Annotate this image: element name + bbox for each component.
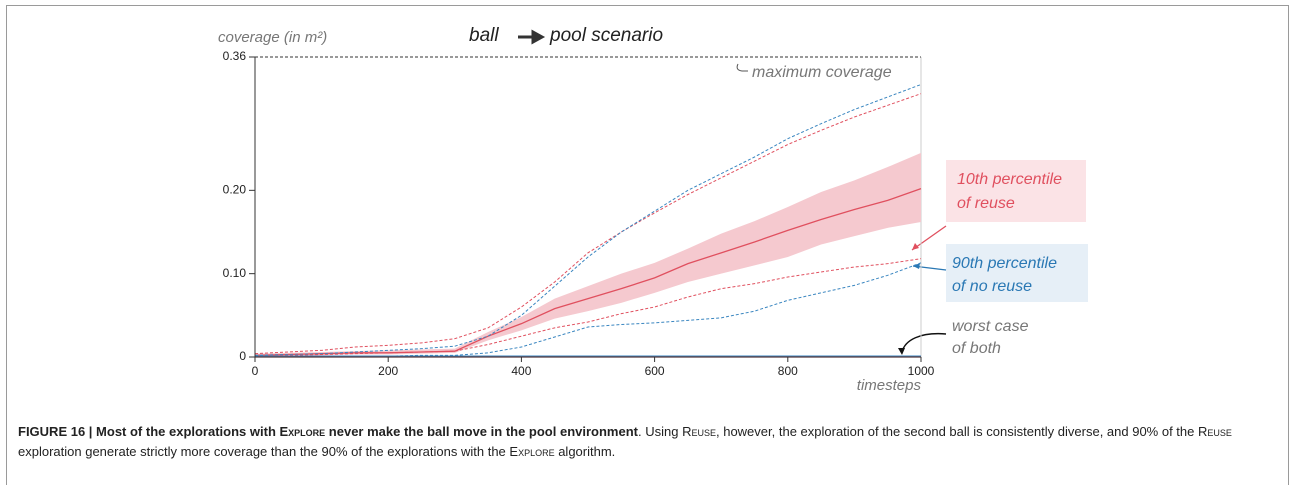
max-arrow <box>736 63 748 72</box>
y-axis-label: coverage (in m²) <box>218 29 327 46</box>
annotation-worst: of both <box>952 340 1001 357</box>
annotation-noreuse: of no reuse <box>952 278 1032 295</box>
caption-text: exploration generate strictly more cover… <box>18 444 510 459</box>
y-tick-label: 0.20 <box>223 183 247 197</box>
annotation-worst: worst case <box>952 318 1029 335</box>
worst-arrowhead <box>898 348 905 355</box>
figure-frame <box>6 5 1289 485</box>
worst-arrow <box>901 332 947 353</box>
annotation-reuse: of reuse <box>957 195 1015 212</box>
x-tick-label: 600 <box>645 364 665 378</box>
reuse-arrowhead <box>912 243 919 250</box>
x-tick-label: 400 <box>511 364 531 378</box>
chart: ball pool scenario coverage (in m²) time… <box>218 25 1088 394</box>
annotation-reuse: 10th percentile <box>957 171 1062 188</box>
series-line <box>254 84 922 356</box>
reuse-box <box>946 160 1086 222</box>
band <box>255 152 921 357</box>
title-right: pool scenario <box>549 25 663 46</box>
caption: FIGURE 16 | Most of the explorations wit… <box>18 422 1280 462</box>
caption-text: . Using <box>638 424 683 439</box>
caption-text: , however, the exploration of the second… <box>715 424 1198 439</box>
title-left: ball <box>469 25 499 46</box>
noreuse-box <box>946 244 1088 302</box>
y-tick-label: 0 <box>239 349 246 363</box>
x-tick-label: 800 <box>778 364 798 378</box>
caption-text: Reuse <box>1198 424 1232 439</box>
series-line <box>254 93 922 355</box>
annotation-max: maximum coverage <box>752 64 892 81</box>
reuse-arrow <box>911 225 947 251</box>
caption-text: never make the ball move in the pool env… <box>325 424 638 439</box>
series-line <box>254 188 922 356</box>
y-tick-label: 0.36 <box>223 49 247 63</box>
y-tick-label: 0.10 <box>223 266 247 280</box>
caption-text: Reuse <box>682 424 716 439</box>
x-tick-label: 0 <box>252 364 259 378</box>
noreuse-arrowhead <box>913 263 920 269</box>
x-tick-label: 200 <box>378 364 398 378</box>
title-arrow <box>518 29 546 45</box>
caption-text: FIGURE 16 | Most of the explorations wit… <box>18 424 280 439</box>
series-line <box>254 258 922 357</box>
caption-text: Explore <box>509 444 555 459</box>
caption-text: Explore <box>279 424 326 439</box>
x-axis-label: timesteps <box>857 377 922 394</box>
caption-text: algorithm. <box>554 444 616 459</box>
annotation-noreuse: 90th percentile <box>952 255 1057 272</box>
x-tick-label: 1000 <box>908 364 935 378</box>
